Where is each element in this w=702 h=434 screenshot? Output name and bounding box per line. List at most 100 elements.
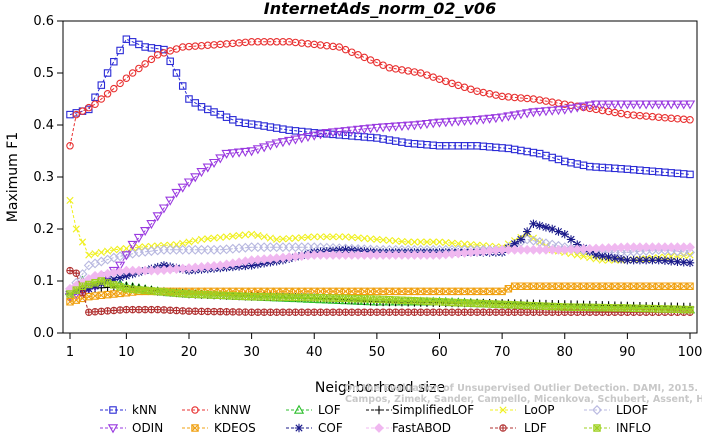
data-point (229, 292, 237, 300)
legend-item-ODIN: ODIN (100, 421, 163, 434)
data-point (247, 292, 256, 301)
data-point (197, 103, 206, 111)
data-point (416, 297, 425, 305)
data-point (628, 100, 639, 110)
data-point (298, 234, 306, 242)
data-point (379, 236, 387, 244)
data-point (110, 246, 118, 254)
data-point (684, 100, 696, 110)
data-point (634, 100, 646, 110)
data-point (122, 74, 131, 82)
data-point (329, 308, 337, 316)
data-point (523, 308, 531, 316)
data-point (440, 118, 451, 128)
legend-item-kNN: kNN (100, 403, 157, 417)
data-point (423, 71, 431, 79)
series-line (69, 103, 690, 298)
data-point (291, 293, 300, 302)
data-point (672, 246, 683, 257)
data-point (459, 116, 470, 126)
data-point (590, 100, 602, 110)
data-point (572, 103, 583, 113)
data-point (535, 308, 544, 316)
data-point (566, 235, 576, 244)
x-tick-label: 90 (619, 345, 636, 360)
data-point (273, 235, 281, 243)
data-point (97, 291, 106, 300)
y-axis: 0.0 0.1 0.2 0.3 0.4 0.5 0.6 (33, 14, 63, 341)
legend-marker (499, 406, 507, 414)
data-point (204, 291, 212, 299)
data-point (277, 138, 289, 148)
data-point (535, 221, 544, 230)
data-point (448, 239, 456, 247)
data-point (366, 295, 375, 303)
data-point (153, 305, 162, 314)
data-point (247, 308, 256, 316)
data-point (141, 243, 149, 251)
data-point (485, 300, 494, 308)
data-point (429, 238, 437, 246)
data-point (373, 235, 381, 243)
data-point (348, 233, 356, 241)
data-point (554, 227, 563, 236)
data-point (479, 308, 488, 316)
data-point (384, 122, 395, 133)
data-point (635, 256, 645, 265)
data-point (291, 308, 300, 316)
data-point (540, 107, 552, 117)
data-point (279, 293, 287, 301)
data-point (133, 233, 145, 243)
data-point (222, 291, 231, 300)
data-point (321, 129, 332, 139)
data-point (141, 60, 149, 68)
data-point (667, 305, 675, 313)
data-point (559, 105, 570, 115)
data-point (91, 93, 99, 102)
data-point (122, 305, 131, 314)
data-point (686, 282, 694, 290)
data-point (222, 308, 231, 316)
data-point (542, 151, 550, 160)
data-point (266, 293, 275, 301)
legend-label: LoOP (524, 403, 555, 417)
data-point (678, 246, 689, 257)
data-point (97, 81, 106, 89)
data-point (354, 308, 362, 316)
data-point (636, 304, 644, 313)
data-point (229, 232, 237, 240)
legend-label: FastABOD (392, 421, 451, 434)
data-point (233, 148, 245, 158)
data-point (172, 306, 181, 315)
legend-marker (191, 424, 199, 432)
data-point (122, 35, 131, 43)
data-point (435, 308, 444, 316)
data-point (565, 104, 577, 114)
data-point (190, 173, 201, 183)
data-point (484, 114, 495, 124)
series-ODIN (64, 100, 696, 302)
data-point (254, 308, 262, 316)
data-point (316, 308, 325, 316)
data-point (348, 294, 356, 303)
legend-marker (191, 406, 199, 414)
data-point (247, 261, 256, 270)
data-point (271, 139, 282, 149)
data-point (535, 282, 544, 290)
data-point (428, 119, 439, 129)
data-point (335, 233, 343, 241)
data-point (291, 234, 300, 242)
data-point (510, 282, 519, 290)
data-point (410, 308, 419, 316)
data-point (385, 295, 394, 304)
data-point (235, 231, 243, 240)
x-tick-label: 30 (243, 345, 260, 360)
data-point (685, 247, 695, 258)
data-point (341, 45, 350, 54)
data-point (417, 238, 425, 246)
data-point (686, 170, 694, 179)
data-point (348, 308, 356, 316)
data-point (285, 293, 293, 301)
data-point (165, 196, 176, 206)
data-point (673, 305, 682, 314)
